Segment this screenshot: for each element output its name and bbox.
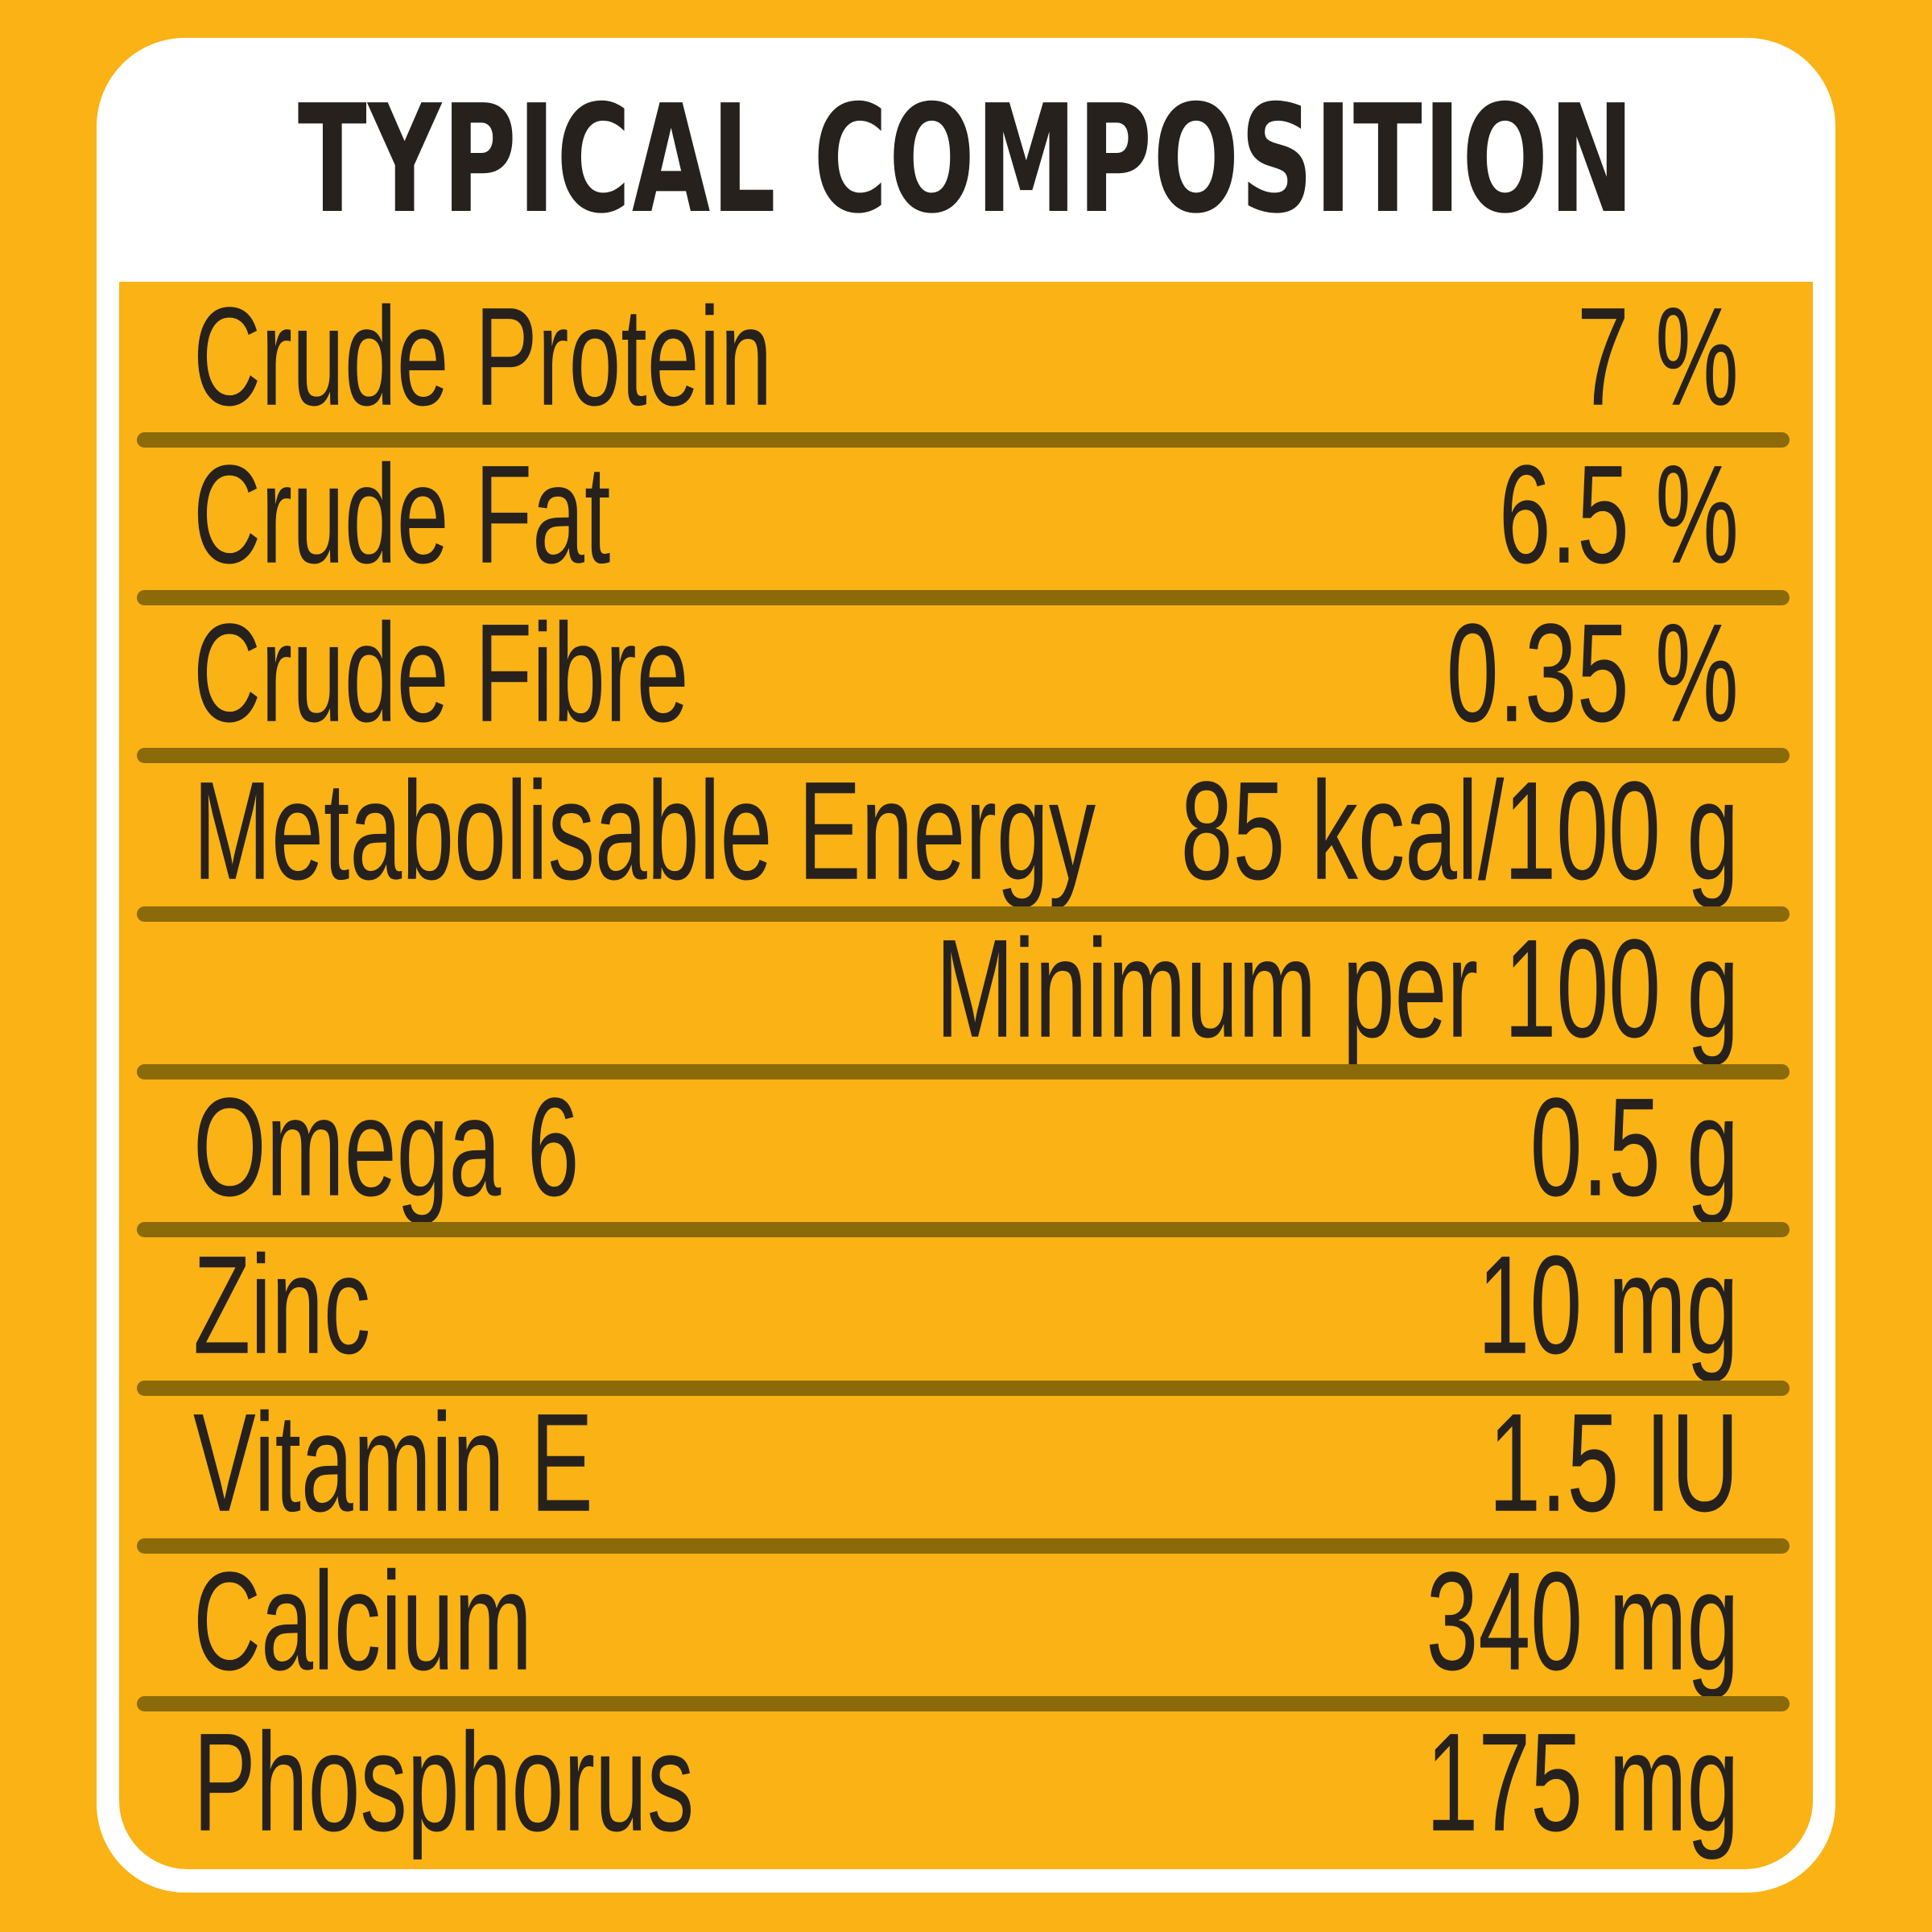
nutrient-label: Vitamin E [193,1383,593,1541]
table-row-crude-fat: Crude Fat 6.5 % [119,436,1813,606]
table-row-phosphorus: Phosphorus 175 mg [119,1704,1813,1869]
table-row-zinc: Zinc 10 mg [119,1225,1813,1396]
nutrient-label: Zinc [193,1225,371,1383]
table-row-minimum-header: Minimum per 100 g [119,910,1813,1080]
table-row-vitamin-e: Vitamin E 1.5 IU [119,1383,1813,1554]
nutrient-value: 6.5 % [1498,436,1739,593]
nutrient-value: 175 mg [1426,1703,1739,1860]
table-row-omega-6: Omega 6 0.5 g [119,1067,1813,1238]
title-strip: TYPICAL COMPOSITION [97,38,1835,282]
nutrient-value: 0.5 g [1530,1067,1739,1225]
table-row-calcium: Calcium 340 mg [119,1542,1813,1712]
table-row-metabolisable-energy: Metabolisable Energy 85 kcal/100 g [119,751,1813,922]
nutrient-label: Calcium [193,1542,533,1699]
page-title: TYPICAL COMPOSITION [297,72,1635,246]
section-header-minimum-per-100g: Minimum per 100 g [935,910,1739,1067]
nutrient-label: Crude Fibre [193,593,689,751]
nutrient-label: Phosphorus [193,1703,695,1860]
nutrient-value: 10 mg [1477,1225,1739,1383]
nutrient-value: 85 kcal/100 g [1180,751,1739,909]
nutrient-value: 0.35 % [1447,593,1739,751]
nutrient-value: 340 mg [1426,1542,1739,1699]
nutrient-value: 7 % [1577,282,1739,435]
table-row-crude-fibre: Crude Fibre 0.35 % [119,593,1813,764]
nutrient-label: Metabolisable Energy [193,751,1096,909]
composition-table: Crude Protein 7 % Crude Fat 6.5 % Crude … [119,282,1813,1869]
nutrient-label: Crude Fat [193,436,611,593]
nutrient-label: Omega 6 [193,1067,580,1225]
nutrient-value: 1.5 IU [1488,1383,1739,1541]
nutrient-label: Crude Protein [193,282,773,435]
table-row-crude-protein: Crude Protein 7 % [119,282,1813,448]
